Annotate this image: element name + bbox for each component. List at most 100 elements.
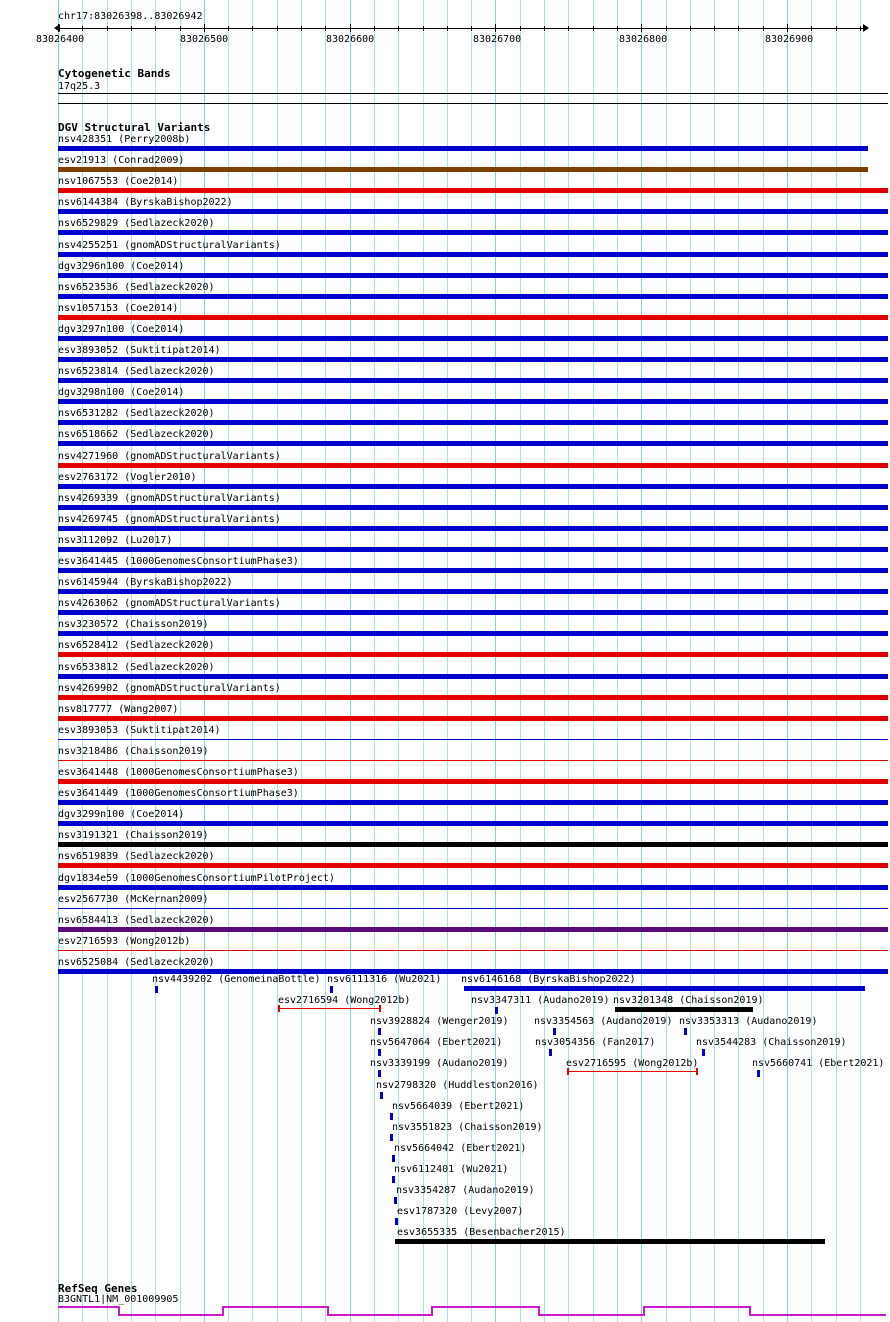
variant-row-label[interactable]: dgv3299n100 (Coe2014) [58,809,185,820]
variant-row-label[interactable]: nsv3218486 (Chaisson2019) [58,746,209,757]
variant-bar[interactable] [58,273,888,278]
variant-bar[interactable] [58,716,888,721]
variant-row-label[interactable]: nsv1057153 (Coe2014) [58,303,179,314]
variant-row-label[interactable]: nsv3347311 (Audano2019) [471,995,610,1006]
variant-row-label[interactable]: nsv5664042 (Ebert2021) [394,1143,527,1154]
variant-bar[interactable] [58,315,888,320]
variant-bar[interactable] [58,652,888,657]
variant-row-label[interactable]: nsv3544283 (Chaisson2019) [696,1037,847,1048]
variant-row-label[interactable]: nsv6523536 (Sedlazeck2020) [58,282,215,293]
gene-intron-segment[interactable] [749,1314,886,1316]
variant-marker[interactable] [330,986,333,993]
variant-row-label[interactable]: nsv4269902 (gnomADStructuralVariants) [58,683,281,694]
variant-row-label[interactable]: dgv3296n100 (Coe2014) [58,261,185,272]
variant-row-label[interactable]: nsv4269339 (gnomADStructuralVariants) [58,493,281,504]
gene-intron-segment[interactable] [538,1314,643,1316]
variant-bar[interactable] [58,463,888,468]
variant-bar[interactable] [58,484,888,489]
variant-row-label[interactable]: nsv3191321 (Chaisson2019) [58,830,209,841]
variant-marker[interactable] [390,1113,393,1120]
variant-row-label[interactable]: dgv1834e59 (1000GenomesConsortiumPilotPr… [58,873,335,884]
variant-bar[interactable] [58,294,888,299]
variant-row-label[interactable]: nsv3928824 (Wenger2019) [370,1016,509,1027]
variant-bar[interactable] [464,986,865,991]
variant-row-label[interactable]: nsv3353313 (Audano2019) [679,1016,818,1027]
variant-bar[interactable] [58,526,888,531]
variant-bar[interactable] [58,167,868,172]
gene-intron-segment[interactable] [222,1306,327,1308]
gene-intron-segment[interactable] [58,1306,118,1308]
variant-row-label[interactable]: nsv3112092 (Lu2017) [58,535,173,546]
variant-row-label[interactable]: esv3641448 (1000GenomesConsortiumPhase3) [58,767,299,778]
variant-row-label[interactable]: nsv6144384 (ByrskaBishop2022) [58,197,233,208]
variant-row-label[interactable]: nsv5664039 (Ebert2021) [392,1101,525,1112]
variant-row-label[interactable]: nsv3354563 (Audano2019) [534,1016,673,1027]
variant-row-label[interactable]: nsv4263062 (gnomADStructuralVariants) [58,598,281,609]
variant-row-label[interactable]: nsv3354287 (Audano2019) [396,1185,535,1196]
gene-intron-segment[interactable] [327,1314,431,1316]
variant-bar[interactable] [58,547,888,552]
variant-row-label[interactable]: esv3641445 (1000GenomesConsortiumPhase3) [58,556,299,567]
variant-row-label[interactable]: nsv3230572 (Chaisson2019) [58,619,209,630]
variant-row-label[interactable]: nsv3551823 (Chaisson2019) [392,1122,543,1133]
variant-marker[interactable] [378,1028,381,1035]
variant-bar[interactable] [58,800,888,805]
variant-row-label[interactable]: nsv6533812 (Sedlazeck2020) [58,662,215,673]
variant-row-label[interactable]: esv3893053 (Suktitipat2014) [58,725,221,736]
variant-row-label[interactable]: nsv4269745 (gnomADStructuralVariants) [58,514,281,525]
variant-bar[interactable] [58,674,888,679]
cytogenetic-band-label[interactable]: 17q25.3 [58,81,101,92]
refseq-gene-label[interactable]: B3GNTL1|NM_001009905 [58,1294,179,1305]
variant-bar[interactable] [58,969,888,974]
variant-row-label[interactable]: esv1787320 (Levy2007) [397,1206,524,1217]
variant-bar[interactable] [58,188,888,193]
variant-bar[interactable] [58,610,888,615]
gene-intron-segment[interactable] [118,1314,222,1316]
variant-marker[interactable] [395,1218,398,1225]
variant-row-label[interactable]: nsv2798320 (Huddleston2016) [376,1080,539,1091]
variant-row-label[interactable]: nsv1067553 (Coe2014) [58,176,179,187]
variant-row-label[interactable]: nsv6145944 (ByrskaBishop2022) [58,577,233,588]
variant-row-label[interactable]: nsv6519839 (Sedlazeck2020) [58,851,215,862]
variant-bar[interactable] [58,821,888,826]
variant-bar[interactable] [58,631,888,636]
variant-bar[interactable] [58,378,888,383]
variant-bar[interactable] [58,842,888,847]
variant-bar[interactable] [58,760,888,761]
variant-marker[interactable] [380,1092,383,1099]
variant-bar[interactable] [58,589,888,594]
variant-marker[interactable] [757,1070,760,1077]
variant-row-label[interactable]: esv3893052 (Suktitipat2014) [58,345,221,356]
variant-range-bracket[interactable] [567,1068,698,1075]
variant-row-label[interactable]: esv3655335 (Besenbacher2015) [397,1227,566,1238]
variant-bar[interactable] [58,779,888,784]
variant-row-label[interactable]: nsv428351 (Perry2008b) [58,134,191,145]
variant-bar[interactable] [58,927,888,932]
variant-bar[interactable] [58,252,888,257]
variant-marker[interactable] [392,1176,395,1183]
variant-bar[interactable] [58,505,888,510]
variant-bar[interactable] [395,1239,825,1244]
variant-row-label[interactable]: nsv3339199 (Audano2019) [370,1058,509,1069]
variant-marker[interactable] [495,1007,498,1014]
variant-marker[interactable] [684,1028,687,1035]
variant-bar[interactable] [58,863,888,868]
variant-bar[interactable] [58,568,888,573]
gene-intron-segment[interactable] [643,1306,749,1308]
variant-bar[interactable] [58,146,868,151]
variant-row-label[interactable]: nsv3201348 (Chaisson2019) [613,995,764,1006]
variant-row-label[interactable]: nsv4439202 (GenomeinaBottle) [152,974,321,985]
variant-row-label[interactable]: esv2716593 (Wong2012b) [58,936,191,947]
variant-row-label[interactable]: nsv4255251 (gnomADStructuralVariants) [58,240,281,251]
variant-row-label[interactable]: nsv6528412 (Sedlazeck2020) [58,640,215,651]
variant-row-label[interactable]: esv2716594 (Wong2012b) [278,995,411,1006]
variant-bar[interactable] [58,908,888,909]
variant-bar[interactable] [58,399,888,404]
variant-marker[interactable] [392,1155,395,1162]
variant-bar[interactable] [58,885,888,890]
variant-row-label[interactable]: esv21913 (Conrad2009) [58,155,185,166]
cytogenetic-band-bar[interactable] [58,93,888,94]
variant-row-label[interactable]: nsv6529829 (Sedlazeck2020) [58,218,215,229]
variant-marker[interactable] [378,1049,381,1056]
variant-marker[interactable] [549,1049,552,1056]
